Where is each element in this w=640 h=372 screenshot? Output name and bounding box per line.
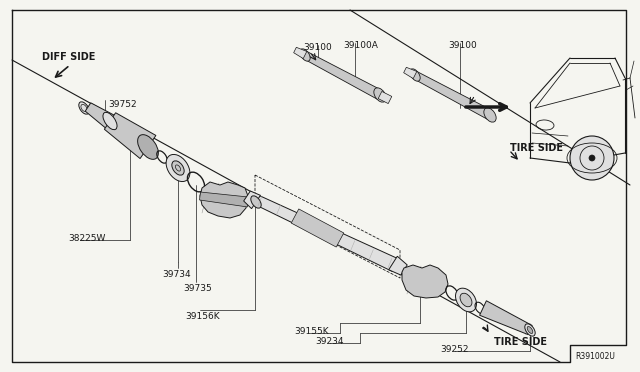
Ellipse shape (460, 293, 472, 307)
Text: 39735: 39735 (183, 284, 212, 293)
Polygon shape (291, 209, 344, 247)
Polygon shape (244, 191, 260, 209)
Ellipse shape (138, 135, 158, 159)
Ellipse shape (525, 324, 535, 336)
Text: 39155K: 39155K (294, 327, 328, 336)
Polygon shape (402, 265, 448, 298)
Polygon shape (303, 51, 382, 99)
Text: 39100A: 39100A (343, 41, 378, 50)
Ellipse shape (172, 161, 184, 175)
Polygon shape (388, 256, 407, 275)
Text: DIFF SIDE: DIFF SIDE (42, 52, 95, 62)
Text: 39234: 39234 (315, 337, 344, 346)
Ellipse shape (251, 196, 261, 208)
Text: 39156K: 39156K (185, 312, 220, 321)
Ellipse shape (300, 49, 310, 61)
Polygon shape (85, 103, 116, 130)
Text: 39100: 39100 (448, 41, 477, 50)
Ellipse shape (103, 112, 117, 130)
Text: TIRE SIDE: TIRE SIDE (494, 337, 547, 347)
Polygon shape (479, 301, 532, 334)
Polygon shape (255, 195, 398, 271)
Text: 39752: 39752 (108, 100, 136, 109)
Polygon shape (404, 67, 417, 78)
Ellipse shape (456, 288, 477, 312)
Polygon shape (294, 47, 307, 58)
Text: TIRE SIDE: TIRE SIDE (510, 143, 563, 153)
Ellipse shape (484, 108, 496, 122)
Polygon shape (104, 113, 156, 158)
Text: R391002U: R391002U (575, 352, 615, 361)
Circle shape (570, 136, 614, 180)
Text: 39252: 39252 (440, 344, 468, 353)
Ellipse shape (527, 327, 533, 333)
Polygon shape (200, 182, 248, 218)
Text: 38225W: 38225W (68, 234, 106, 243)
Ellipse shape (79, 102, 89, 114)
Ellipse shape (410, 69, 420, 81)
Polygon shape (378, 92, 392, 103)
Circle shape (589, 155, 595, 161)
Ellipse shape (374, 88, 386, 102)
Polygon shape (200, 192, 248, 207)
Text: 39100: 39100 (303, 43, 332, 52)
Text: 39734: 39734 (162, 270, 191, 279)
Ellipse shape (166, 154, 190, 182)
Polygon shape (413, 71, 492, 119)
